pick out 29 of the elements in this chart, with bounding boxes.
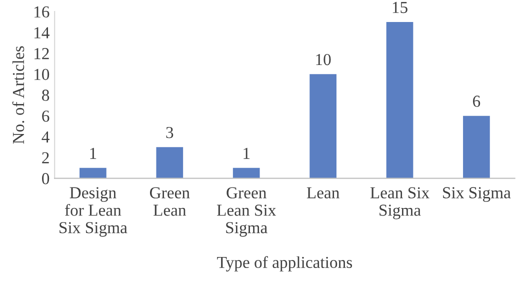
y-tick-label: 2 bbox=[42, 152, 49, 164]
y-tick-label: 12 bbox=[34, 48, 49, 60]
bar bbox=[310, 74, 336, 178]
data-label: 1 bbox=[244, 148, 250, 159]
y-tick-label: 0 bbox=[42, 173, 50, 184]
y-axis-title: No. of Articles bbox=[12, 46, 24, 144]
x-tick-label: Six Sigma bbox=[443, 187, 511, 202]
data-label: 15 bbox=[392, 2, 408, 14]
bar bbox=[156, 147, 184, 178]
data-label: 10 bbox=[316, 54, 331, 66]
y-tick-label: 8 bbox=[42, 90, 50, 101]
y-tick-label: 14 bbox=[34, 27, 50, 38]
data-label: 3 bbox=[166, 126, 174, 138]
x-tick-label: Design for Lean Six Sigma bbox=[60, 187, 128, 237]
x-tick-label: Lean bbox=[306, 187, 340, 198]
y-tick-label: 4 bbox=[42, 131, 50, 142]
y-tick-label: 16 bbox=[34, 6, 50, 18]
data-label: 6 bbox=[473, 96, 480, 107]
bar bbox=[232, 168, 260, 178]
bar bbox=[80, 168, 106, 178]
x-axis-title: Type of applications bbox=[217, 256, 352, 272]
x-tick-label: Green Lean Six Sigma bbox=[216, 187, 276, 237]
data-label: 1 bbox=[90, 148, 96, 159]
y-tick-label: 10 bbox=[34, 68, 50, 80]
x-tick-label: Lean Six Sigma bbox=[370, 187, 430, 220]
x-tick-label: Green Lean bbox=[150, 187, 190, 216]
bar bbox=[463, 116, 490, 178]
y-tick-label: 6 bbox=[42, 110, 50, 122]
bar bbox=[386, 22, 414, 178]
